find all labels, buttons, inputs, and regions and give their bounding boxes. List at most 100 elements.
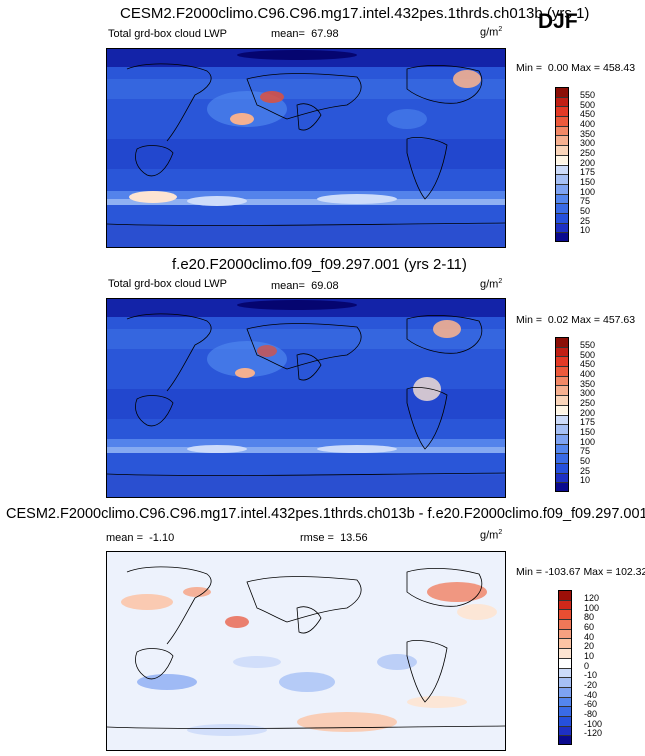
panel-2-tick: 250 xyxy=(580,398,596,408)
panel-3-tick: -10 xyxy=(584,670,598,680)
panel-2-tick: 300 xyxy=(580,388,596,398)
panel-3-tick: -100 xyxy=(584,719,603,729)
panel-2-units: g/m2 xyxy=(480,278,503,291)
panel-2-tick: 25 xyxy=(580,466,591,476)
panel-2-tick: 550 xyxy=(580,340,596,350)
panel-2-tick: 50 xyxy=(580,456,591,466)
panel-2-tick: 500 xyxy=(580,350,596,360)
panel-2-swatch-10 xyxy=(555,385,569,396)
panel-3-swatch-12 xyxy=(558,619,572,629)
panel-2-swatch-9 xyxy=(555,395,569,405)
panel-2-swatch-13 xyxy=(555,356,569,367)
panel-2-colorbar xyxy=(555,337,569,492)
panel-3-swatch-9 xyxy=(558,648,572,658)
panel-1-tick: 350 xyxy=(580,129,596,139)
panel-3-tick: -60 xyxy=(584,699,598,709)
panel-1-title: CESM2.F2000climo.C96.C96.mg17.intel.432p… xyxy=(120,5,590,22)
panel-3-swatch-11 xyxy=(558,628,572,639)
panel-2-swatch-7 xyxy=(555,414,569,425)
panel-3-tick: 100 xyxy=(584,603,600,613)
panel-2-swatch-4 xyxy=(555,443,569,454)
panel-1-swatch-7 xyxy=(555,164,569,175)
panel-3-map xyxy=(106,551,506,751)
panel-2-swatch-2 xyxy=(555,462,569,473)
panel-1-tick: 175 xyxy=(580,167,596,177)
panel-3-swatch-14 xyxy=(558,599,572,610)
panel-3-swatch-2 xyxy=(558,715,572,726)
panel-3-tick: 0 xyxy=(584,661,590,671)
panel-1-swatch-3 xyxy=(555,203,569,213)
panel-3-map-svg xyxy=(107,552,505,750)
panel-3-swatch-10 xyxy=(558,638,572,649)
panel-1-swatch-2 xyxy=(555,212,569,223)
panel-1-swatch-5 xyxy=(555,183,569,194)
panel-3-rmse: rmse = 13.56 xyxy=(300,532,368,544)
panel-3-title: CESM2.F2000climo.C96.C96.mg17.intel.432p… xyxy=(6,506,645,522)
panel-3-swatch-6 xyxy=(558,677,572,687)
panel-1-tick: 400 xyxy=(580,119,596,129)
panel-1-colorbar xyxy=(555,87,569,242)
panel-3-tick: 40 xyxy=(584,632,595,642)
panel-1-units: g/m2 xyxy=(480,26,503,39)
panel-2-map xyxy=(106,298,506,498)
panel-2-variable: Total grd-box cloud LWP xyxy=(108,278,228,290)
panel-3-swatch-0 xyxy=(558,735,572,745)
panel-2-tick: 150 xyxy=(580,427,596,437)
panel-3-minmax: Min = -103.67 Max = 102.32 xyxy=(516,566,645,578)
panel-2-swatch-6 xyxy=(555,424,569,434)
panel-1-swatch-14 xyxy=(555,96,569,107)
panel-1-tick: 25 xyxy=(580,216,591,226)
panel-1-minmax: Min = 0.00 Max = 458.43 xyxy=(516,62,636,74)
panel-3-swatch-5 xyxy=(558,686,572,697)
panel-3-colorbar xyxy=(558,590,572,745)
panel-1-variable: Total grd-box cloud LWP xyxy=(108,28,228,40)
panel-2-swatch-0 xyxy=(555,482,569,492)
panel-1-swatch-12 xyxy=(555,116,569,126)
panel-3-tick: -20 xyxy=(584,680,598,690)
panel-2-tick: 450 xyxy=(580,359,596,369)
panel-1-swatch-9 xyxy=(555,145,569,155)
panel-2-swatch-8 xyxy=(555,404,569,415)
panel-1-swatch-10 xyxy=(555,135,569,146)
panel-3-swatch-7 xyxy=(558,667,572,678)
panel-3-tick: -120 xyxy=(584,728,603,738)
panel-1-tick: 75 xyxy=(580,196,591,206)
panel-1-tick: 150 xyxy=(580,177,596,187)
panel-1-map xyxy=(106,48,506,248)
panel-2-tick: 350 xyxy=(580,379,596,389)
panel-2-minmax: Min = 0.02 Max = 457.63 xyxy=(516,314,636,326)
panel-3-units: g/m2 xyxy=(480,529,503,542)
panel-2-swatch-5 xyxy=(555,433,569,444)
panel-1-tick: 450 xyxy=(580,109,596,119)
panel-3-tick: -80 xyxy=(584,709,598,719)
panel-1-swatch-6 xyxy=(555,174,569,184)
panel-1-mean: mean= 67.98 xyxy=(271,28,339,40)
panel-1-map-svg xyxy=(107,49,505,247)
panel-1-tick: 100 xyxy=(580,187,596,197)
panel-3-swatch-3 xyxy=(558,706,572,716)
panel-1-swatch-13 xyxy=(555,106,569,117)
panel-1-swatch-4 xyxy=(555,193,569,204)
panel-2-swatch-11 xyxy=(555,375,569,386)
panel-2-tick: 100 xyxy=(580,437,596,447)
panel-1-swatch-8 xyxy=(555,154,569,165)
panel-1-tick: 250 xyxy=(580,148,596,158)
panel-1-swatch-1 xyxy=(555,222,569,233)
panel-2-tick: 10 xyxy=(580,475,591,485)
panel-3-swatch-8 xyxy=(558,657,572,668)
panel-2-mean: mean= 69.08 xyxy=(271,280,339,292)
panel-3-tick: 120 xyxy=(584,593,600,603)
panel-2-tick: 200 xyxy=(580,408,596,418)
panel-3-tick: 20 xyxy=(584,641,595,651)
panel-1-swatch-11 xyxy=(555,125,569,136)
panel-2-map-svg xyxy=(107,299,505,497)
panel-3-mean: mean = -1.10 xyxy=(106,532,175,544)
panel-1-tick: 500 xyxy=(580,100,596,110)
panel-2-tick: 75 xyxy=(580,446,591,456)
panel-1-tick: 550 xyxy=(580,90,596,100)
panel-2-swatch-14 xyxy=(555,346,569,357)
panel-2-tick: 175 xyxy=(580,417,596,427)
panel-2-tick: 400 xyxy=(580,369,596,379)
panel-1-swatch-0 xyxy=(555,232,569,242)
season-label: DJF xyxy=(538,10,578,33)
